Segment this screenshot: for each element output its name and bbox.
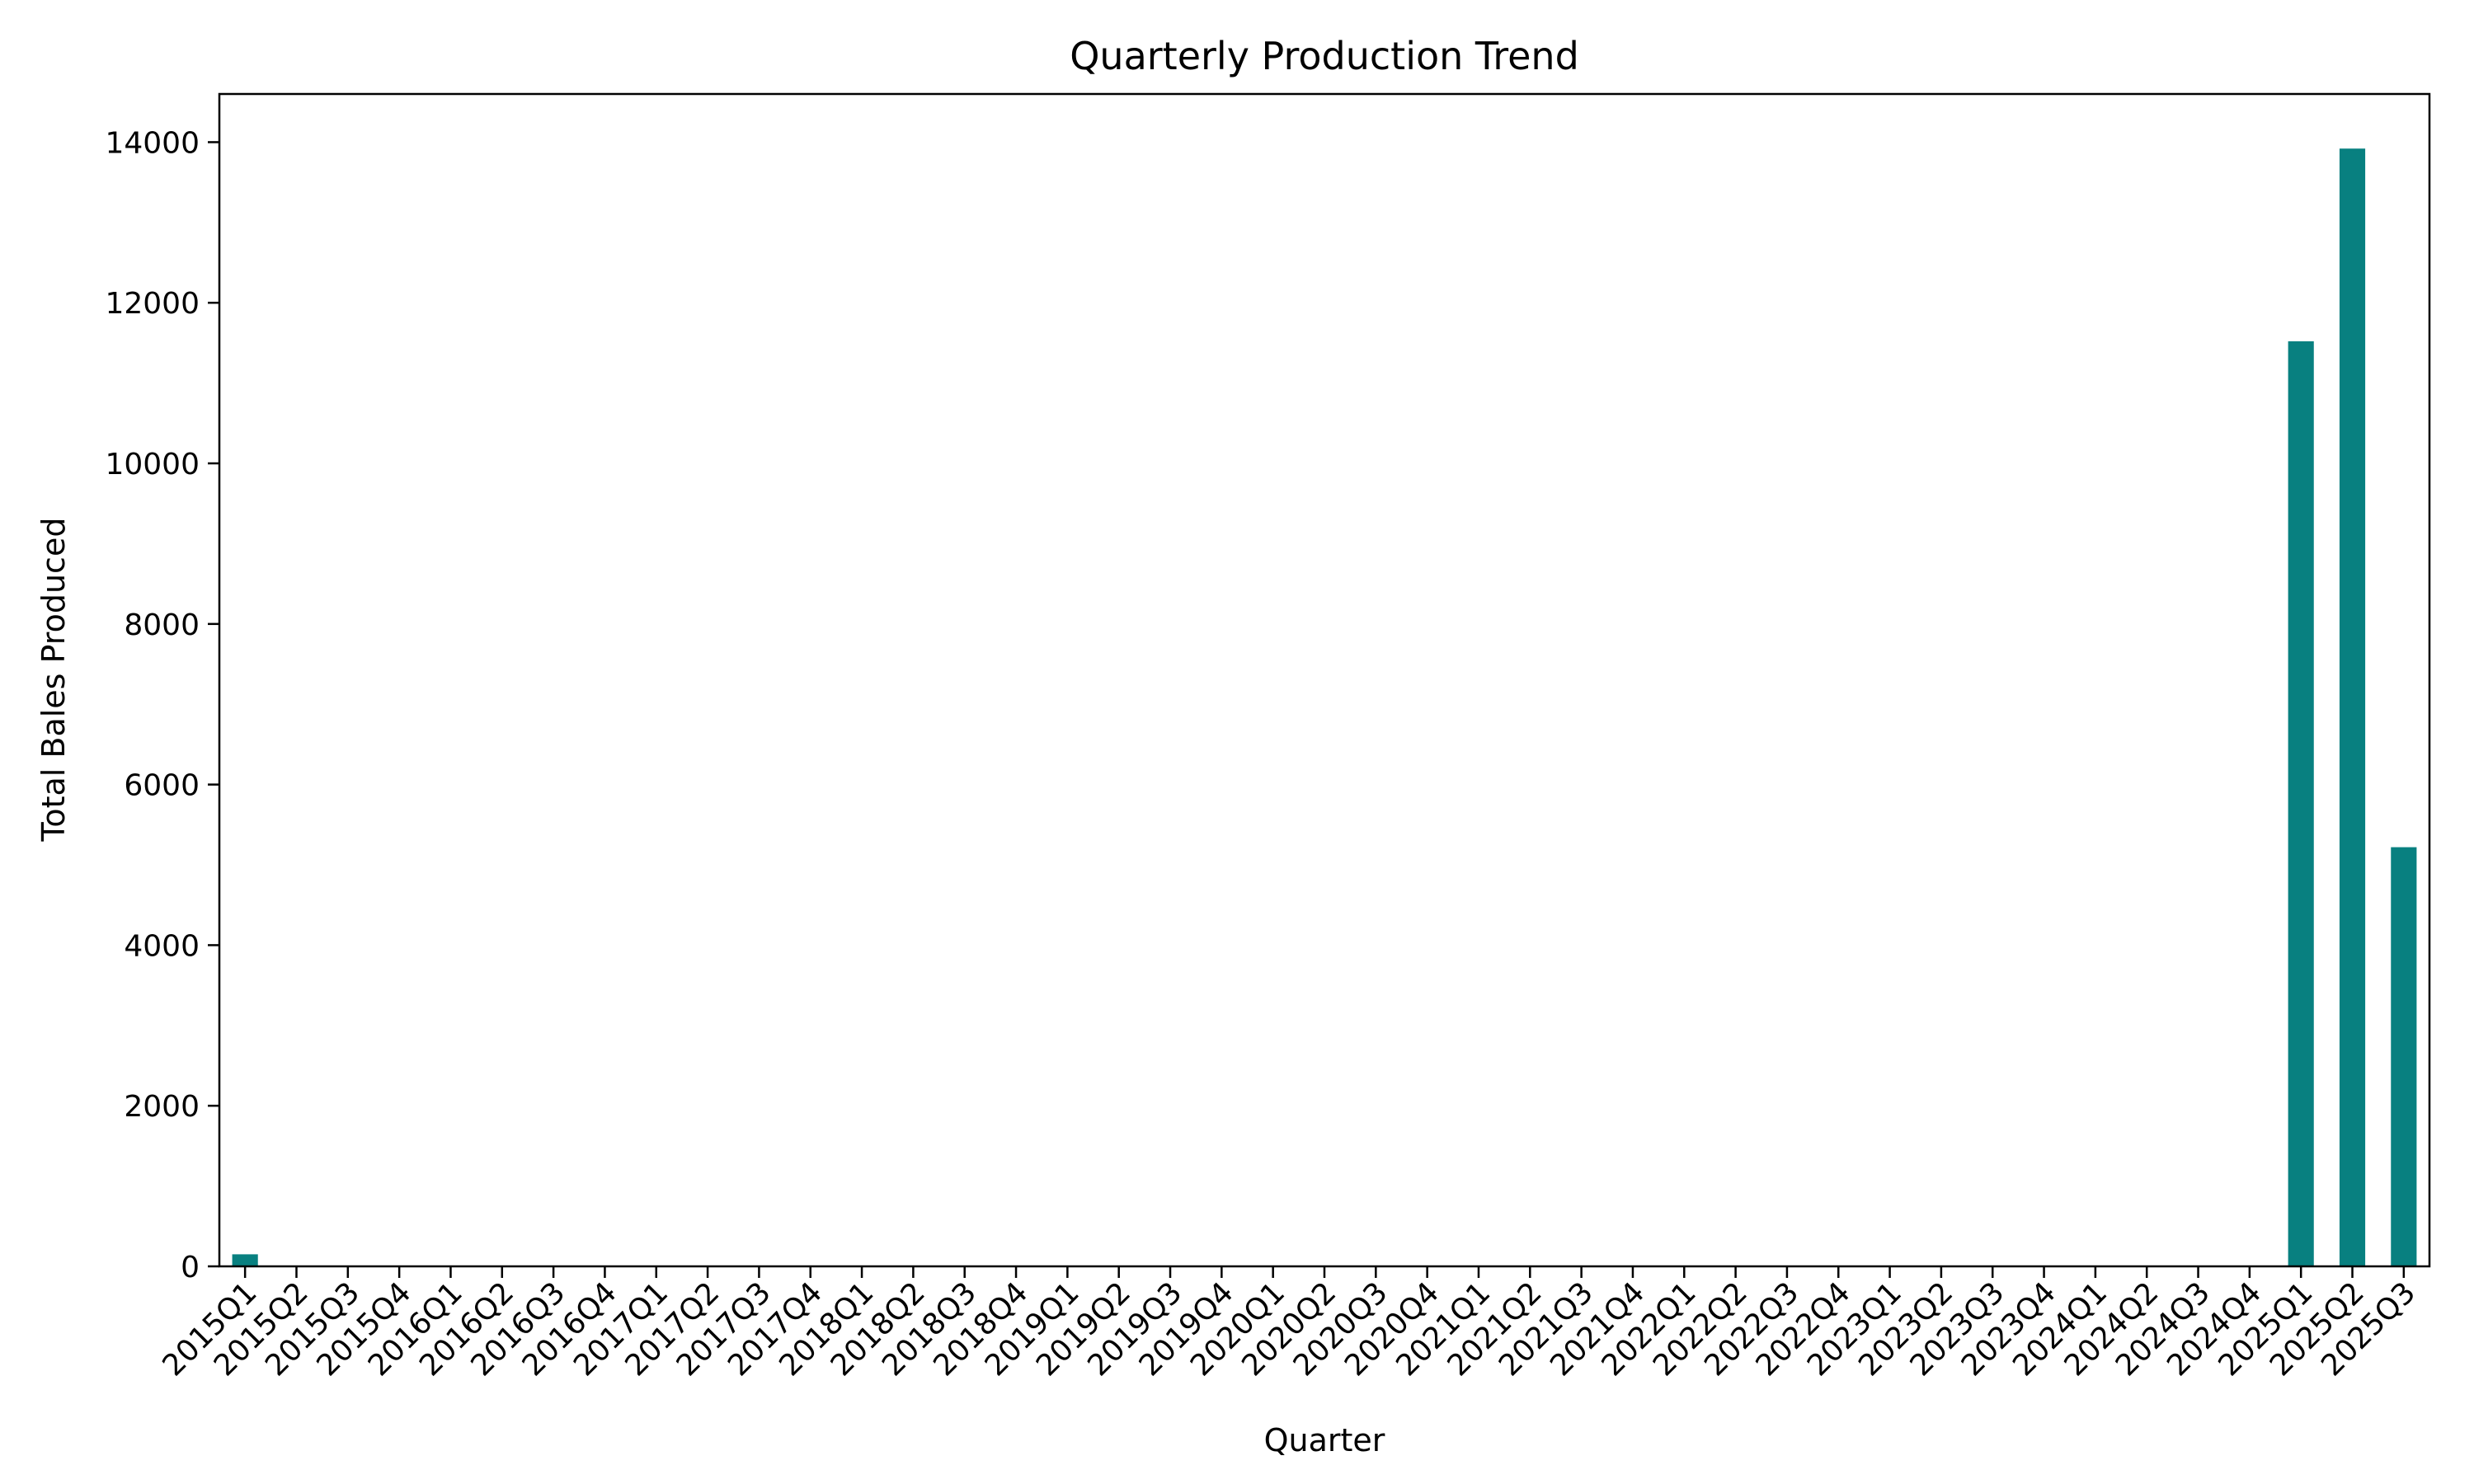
y-axis: 0 2000 4000 6000 8000 10000 12000 14000 bbox=[105, 126, 219, 1284]
y-tick-label: 0 bbox=[181, 1251, 200, 1284]
y-tick-label: 4000 bbox=[124, 929, 200, 963]
y-tick-label: 10000 bbox=[105, 448, 200, 481]
y-tick-label: 8000 bbox=[124, 608, 200, 642]
chart-title: Quarterly Production Trend bbox=[1070, 34, 1579, 78]
y-tick-label: 2000 bbox=[124, 1090, 200, 1124]
bar-2025Q1 bbox=[2288, 340, 2314, 1267]
bar-2025Q3 bbox=[2391, 847, 2417, 1266]
y-tick-label: 14000 bbox=[105, 126, 200, 160]
x-axis-label: Quarter bbox=[1264, 1422, 1385, 1458]
bar-2025Q2 bbox=[2339, 148, 2366, 1267]
bars-layer bbox=[232, 148, 2417, 1267]
bar-2015Q1 bbox=[232, 1254, 258, 1266]
y-tick-label: 6000 bbox=[124, 769, 200, 803]
y-axis-label: Total Bales Produced bbox=[35, 518, 72, 843]
y-tick-label: 12000 bbox=[105, 287, 200, 321]
plot-frame bbox=[218, 92, 2431, 1268]
